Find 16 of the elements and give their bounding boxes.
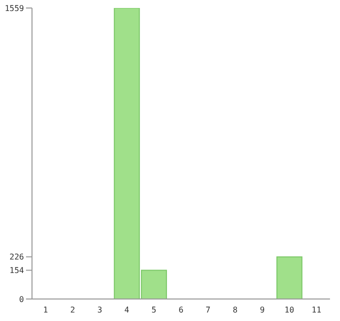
x-tick-label: 7 xyxy=(206,306,211,315)
x-tick-label: 9 xyxy=(260,306,265,315)
x-tick-label: 4 xyxy=(124,306,130,315)
x-tick-label: 1 xyxy=(43,306,48,315)
x-tick-label: 2 xyxy=(70,306,76,315)
y-tick-label: 226 xyxy=(10,252,24,262)
y-tick-label: 1559 xyxy=(4,4,24,13)
x-tick-label: 5 xyxy=(151,306,156,315)
x-tick-label: 3 xyxy=(97,306,102,315)
x-tick-label: 8 xyxy=(232,306,238,315)
y-tick-label: 0 xyxy=(19,294,24,304)
x-tick-label: 6 xyxy=(178,306,184,315)
x-tick-label: 10 xyxy=(284,306,294,315)
x-tick-label: 11 xyxy=(312,306,322,315)
y-tick-label: 154 xyxy=(10,266,24,276)
bar xyxy=(276,256,302,299)
